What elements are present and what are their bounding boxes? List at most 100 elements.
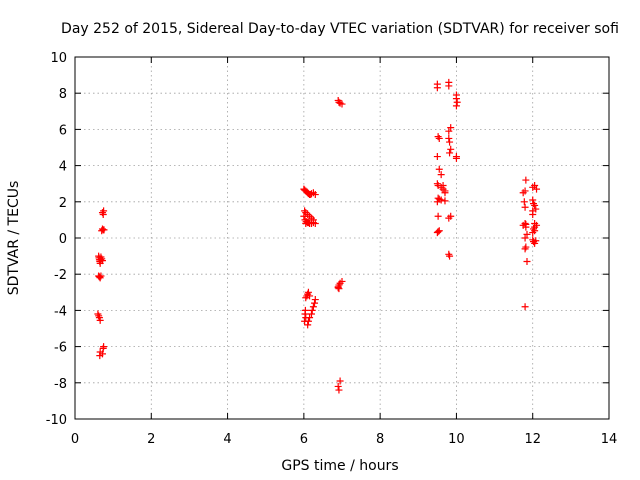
data-point: [529, 196, 537, 204]
data-point: [452, 102, 460, 110]
data-point: [439, 185, 447, 193]
y-tick-label: -6: [54, 341, 67, 356]
y-tick-label: 4: [59, 160, 67, 175]
data-point: [529, 207, 537, 215]
data-point: [307, 310, 315, 318]
y-tick-label: 6: [59, 123, 67, 138]
data-point: [447, 124, 455, 132]
x-tick-label: 0: [71, 432, 79, 447]
data-point: [531, 223, 539, 231]
data-point: [521, 220, 529, 228]
data-point: [433, 84, 441, 92]
data-point: [95, 273, 103, 281]
data-point: [311, 296, 319, 304]
x-tick-label: 8: [376, 432, 384, 447]
data-point: [311, 191, 319, 199]
data-point: [445, 134, 453, 142]
data-point: [334, 284, 342, 292]
data-point: [447, 212, 455, 220]
data-point: [446, 252, 454, 260]
data-point: [434, 133, 442, 141]
data-point: [433, 153, 441, 161]
data-point: [435, 134, 443, 142]
data-point: [300, 212, 308, 220]
data-point: [301, 207, 309, 215]
chart-title: Day 252 of 2015, Sidereal Day-to-day VTE…: [61, 21, 619, 37]
data-point: [98, 225, 106, 233]
data-point: [435, 227, 443, 235]
data-point: [452, 95, 460, 103]
data-point: [335, 386, 343, 394]
data-point: [522, 220, 530, 228]
data-point: [95, 312, 103, 320]
data-point: [96, 316, 104, 324]
y-tick-label: 8: [59, 87, 67, 102]
y-tick-labels: 10 8 6 4 2 0 -2 -4 -6 -8 -10: [46, 51, 67, 428]
data-point: [533, 185, 541, 193]
x-tick-label: 6: [300, 432, 308, 447]
data-point: [445, 250, 453, 258]
x-tick-labels: 0 2 4 6 8 10 12 14: [71, 432, 617, 447]
y-tick-label: -8: [54, 377, 67, 392]
data-point: [522, 243, 530, 251]
grid: [75, 57, 609, 419]
data-point: [301, 317, 309, 325]
data-point: [445, 82, 453, 90]
data-point: [434, 212, 442, 220]
data-point: [452, 154, 460, 162]
axis-ticks: [74, 56, 610, 420]
data-point: [523, 258, 531, 266]
data-point: [529, 225, 537, 233]
data-point: [98, 350, 106, 358]
data-point: [521, 245, 529, 253]
y-tick-label: -10: [46, 413, 67, 428]
data-point: [437, 171, 445, 179]
x-tick-label: 10: [448, 432, 465, 447]
x-axis-label: GPS time / hours: [281, 458, 398, 474]
y-tick-label: 10: [50, 51, 67, 66]
data-point: [531, 182, 539, 190]
x-tick-label: 14: [601, 432, 618, 447]
x-tick-label: 2: [147, 432, 155, 447]
data-point: [309, 303, 317, 311]
data-point: [522, 176, 530, 184]
data-point: [336, 377, 344, 385]
y-tick-label: -2: [54, 268, 67, 283]
data-point: [311, 220, 319, 228]
data-point: [335, 98, 343, 106]
data-point: [100, 343, 108, 351]
data-point: [523, 230, 531, 238]
data-point: [311, 299, 319, 307]
data-point: [441, 197, 449, 205]
data-point: [434, 194, 442, 202]
x-tick-label: 4: [223, 432, 231, 447]
data-point: [334, 382, 342, 390]
y-tick-label: -4: [54, 304, 67, 319]
data-point: [447, 145, 455, 153]
data-point: [531, 201, 539, 209]
data-point: [335, 285, 343, 293]
data-point: [521, 187, 529, 195]
data-point: [99, 210, 107, 218]
data-point: [338, 277, 346, 285]
data-point: [98, 209, 106, 217]
data-point: [520, 198, 528, 206]
data-point: [304, 288, 312, 296]
data-point: [433, 180, 441, 188]
data-point: [437, 196, 445, 204]
data-point: [302, 314, 310, 322]
data-point: [446, 149, 454, 157]
data-point: [446, 138, 454, 146]
data-point: [308, 306, 316, 314]
data-point: [100, 226, 108, 234]
data-point: [94, 310, 102, 318]
data-point: [453, 98, 461, 106]
x-tick-label: 12: [524, 432, 541, 447]
data-points: [94, 78, 541, 394]
data-point: [434, 182, 442, 190]
data-point: [97, 272, 105, 280]
data-point: [306, 292, 314, 300]
data-point: [96, 274, 104, 282]
data-point: [301, 306, 309, 314]
